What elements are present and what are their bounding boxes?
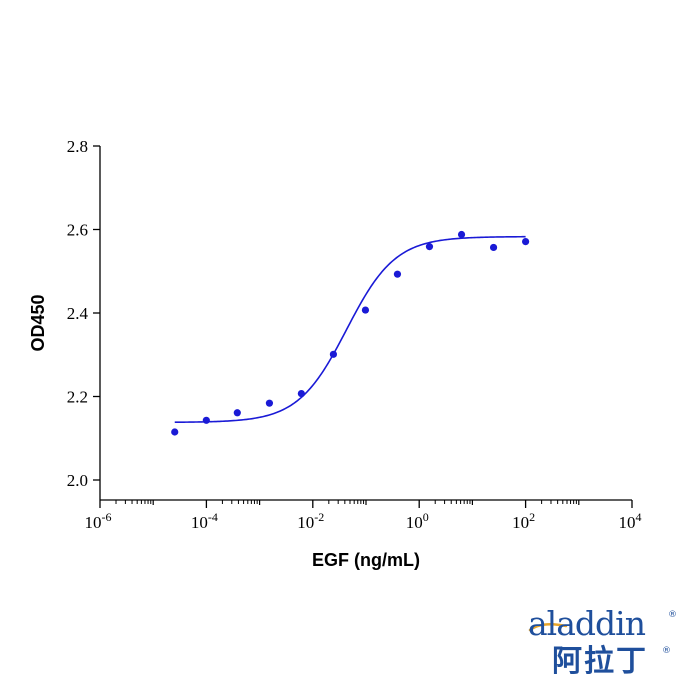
x-tick-label: 100 <box>406 510 429 532</box>
data-point <box>329 350 338 358</box>
logo-text-en: aladdin <box>528 604 646 643</box>
y-tick-label: 2.6 <box>67 221 88 240</box>
aladdin-logo: aladdin ® 阿拉丁 ® <box>528 606 678 686</box>
y-ticks: 2.0 2.2 2.4 2.6 2.8 <box>67 137 100 490</box>
data-point <box>297 389 305 398</box>
x-tick-exponent: 4 <box>636 510 642 524</box>
x-tick-base: 10 <box>512 513 529 532</box>
fit-curve <box>174 235 526 424</box>
data-point <box>457 230 466 239</box>
x-tick-label: 102 <box>512 510 535 532</box>
y-tick-label: 2.2 <box>67 388 88 407</box>
data-point <box>265 399 274 407</box>
data-point <box>361 306 370 314</box>
x-tick-label: 104 <box>619 510 642 532</box>
x-tick-label: 10-6 <box>85 510 112 532</box>
data-point <box>202 416 210 424</box>
y-tick-label: 2.0 <box>67 471 88 490</box>
logo-swoosh-icon <box>528 622 568 632</box>
logo-text-zh: 阿拉丁 <box>552 644 648 679</box>
x-tick-exponent: -4 <box>208 510 218 524</box>
y-tick-label: 2.8 <box>67 137 88 156</box>
x-tick-base: 10 <box>85 513 102 532</box>
x-tick-exponent: 0 <box>423 510 429 524</box>
x-tick-exponent: -6 <box>102 510 112 524</box>
data-point <box>393 270 402 278</box>
axes <box>99 146 632 501</box>
x-tick-base: 10 <box>191 513 208 532</box>
data-point <box>233 409 241 417</box>
x-tick-base: 10 <box>297 513 314 532</box>
data-point <box>489 243 498 252</box>
data-point <box>171 428 179 436</box>
data-point <box>425 243 434 251</box>
x-tick-exponent: 2 <box>529 510 535 524</box>
y-axis-title: OD450 <box>28 294 48 351</box>
x-tick-exponent: -2 <box>314 510 324 524</box>
data-point <box>522 238 530 246</box>
logo-registered-mark-zh: ® <box>662 646 671 656</box>
y-tick-label: 2.4 <box>67 304 89 323</box>
x-ticks: 10-6 10-4 10-2 100 102 104 <box>85 500 642 532</box>
logo-registered-mark: ® <box>668 610 677 620</box>
x-tick-label: 10-2 <box>297 510 324 532</box>
x-tick-base: 10 <box>619 513 636 532</box>
x-tick-label: 10-4 <box>191 510 218 532</box>
x-tick-base: 10 <box>406 513 423 532</box>
data-points <box>171 230 530 436</box>
x-axis-title: EGF (ng/mL) <box>312 550 420 570</box>
